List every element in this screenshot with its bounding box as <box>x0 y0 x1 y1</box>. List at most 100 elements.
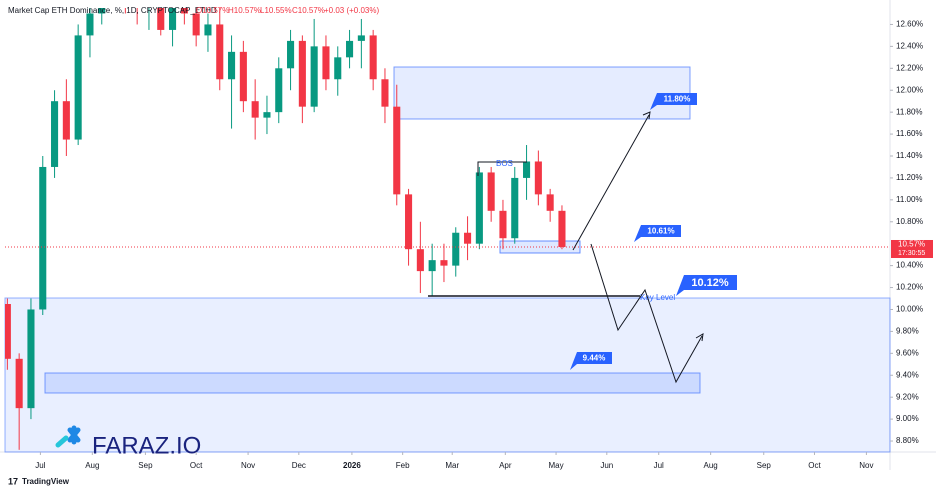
candle-body <box>239 51 247 102</box>
candle-body <box>275 68 283 113</box>
y-tick-label: 9.80% <box>896 327 919 336</box>
footer-icon: 17 <box>8 476 18 486</box>
candle-body <box>157 8 165 30</box>
y-tick-label: 12.60% <box>896 20 923 29</box>
arrow-path <box>590 243 703 384</box>
candle-body <box>133 8 141 9</box>
candle-body <box>216 24 224 80</box>
candle-body <box>346 40 354 58</box>
y-tick-label: 11.80% <box>896 107 923 116</box>
candle-body <box>475 172 483 244</box>
badge-bg <box>634 225 681 242</box>
y-tick-label: 11.20% <box>896 173 923 182</box>
supply-zone <box>393 66 691 120</box>
candle-body <box>369 35 377 80</box>
candle-body <box>228 51 236 80</box>
target-low-label: 9.44% <box>583 354 606 363</box>
last-price-tag <box>891 239 933 258</box>
y-tick-label: 9.40% <box>896 370 919 379</box>
x-tick-label: Nov <box>859 461 873 470</box>
x-tick-label: 2026 <box>343 461 361 470</box>
candle-body <box>357 35 365 41</box>
logo-text: FARAZ.IO <box>92 432 201 459</box>
logo-icon <box>55 435 69 448</box>
candle-body <box>511 177 519 239</box>
logo-icon <box>67 425 81 445</box>
demand-zone <box>4 297 891 453</box>
y-tick-label: 11.00% <box>896 195 923 204</box>
candle-body <box>180 8 188 14</box>
y-tick-label: 11.60% <box>896 129 923 138</box>
x-tick-label: Nov <box>241 461 255 470</box>
candle-body <box>298 40 306 107</box>
candle-body <box>15 358 23 409</box>
last-price-label: 10.57% <box>898 240 925 249</box>
candle-body <box>39 166 47 310</box>
candle-body <box>204 24 212 36</box>
logo <box>55 425 81 448</box>
x-tick-label: Jun <box>600 461 613 470</box>
x-tick-label: Aug <box>704 461 718 470</box>
header-high: H10.57% <box>228 6 261 15</box>
arrow-up <box>572 114 650 251</box>
candle-body <box>310 46 318 107</box>
y-tick-label: 10.20% <box>896 283 923 292</box>
countdown: 17:30:55 <box>898 250 925 257</box>
y-tick-label: 8.80% <box>896 436 919 445</box>
zone-mid-label: 10.61% <box>647 227 674 236</box>
candle-body <box>192 13 200 36</box>
key-level-price-label: 10.12% <box>691 277 729 289</box>
x-tick-label: Sep <box>757 461 772 470</box>
x-tick-label: Oct <box>808 461 821 470</box>
x-tick-label: Apr <box>499 461 512 470</box>
candle-body <box>251 101 259 118</box>
candle-body <box>405 194 413 250</box>
y-tick-label: 10.80% <box>896 217 923 226</box>
badge-bg <box>570 352 612 370</box>
candle-body <box>393 106 401 195</box>
candle-body <box>464 232 472 244</box>
candle-body <box>428 260 436 272</box>
candle-body <box>51 101 59 167</box>
y-tick-label: 12.40% <box>896 41 923 50</box>
header-open: O10.57% <box>196 6 229 15</box>
badge-bg <box>676 275 737 296</box>
y-tick-label: 9.20% <box>896 392 919 401</box>
x-tick-label: Jul <box>35 461 45 470</box>
candle-body <box>416 249 424 272</box>
candle-body <box>334 57 342 80</box>
badge-bg <box>650 93 697 110</box>
candle-body <box>287 40 295 69</box>
candle-body <box>487 172 495 211</box>
target-high-label: 11.80% <box>664 95 691 104</box>
candle-body <box>169 8 177 30</box>
x-tick-label: Oct <box>190 461 203 470</box>
candle-body <box>86 13 94 36</box>
y-tick-label: 12.00% <box>896 85 923 94</box>
x-tick-label: Aug <box>85 461 99 470</box>
y-tick-label: 12.20% <box>896 63 923 72</box>
footer-brand: TradingView <box>22 477 70 486</box>
x-tick-label: Mar <box>445 461 459 470</box>
key-level-label: Key Level <box>640 293 675 302</box>
candle-body <box>534 161 542 195</box>
candle-body <box>62 101 70 140</box>
bos-line <box>477 161 527 176</box>
candle-body <box>546 194 554 211</box>
arrowhead <box>642 111 651 120</box>
x-tick-label: Jul <box>654 461 664 470</box>
candles <box>5 8 566 450</box>
header-change: +0.03 (+0.03%) <box>324 6 379 15</box>
bos-label: BOS <box>496 159 513 168</box>
y-tick-label: 10.00% <box>896 305 923 314</box>
candle-body <box>98 8 106 14</box>
candle-body <box>558 210 566 247</box>
x-tick-label: Sep <box>138 461 153 470</box>
candle-body <box>381 79 389 107</box>
candle-body <box>74 35 82 140</box>
candle-body <box>27 309 35 409</box>
candle-body <box>452 232 460 266</box>
candle-body <box>322 46 330 80</box>
candle-body <box>440 260 448 266</box>
